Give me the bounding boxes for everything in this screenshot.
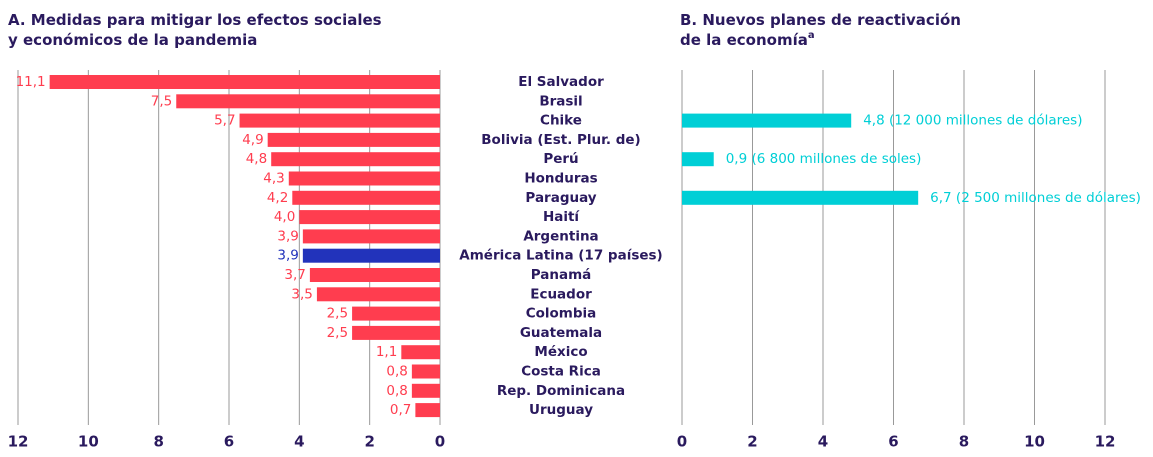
bar xyxy=(352,325,440,340)
bar xyxy=(302,248,440,263)
bar xyxy=(682,190,919,205)
bar xyxy=(415,403,440,418)
value-label: 0,9 (6 800 millones de soles) xyxy=(726,151,922,167)
bar xyxy=(352,306,440,321)
value-label: 1,1 xyxy=(376,344,397,360)
bar xyxy=(292,190,440,205)
bar xyxy=(239,113,440,128)
bar xyxy=(309,268,440,282)
category-label: Paraguay xyxy=(525,190,596,206)
bar xyxy=(176,94,440,109)
x-tick-label: 8 xyxy=(153,433,163,451)
category-label: América Latina (17 países) xyxy=(459,248,662,264)
bar xyxy=(682,113,852,128)
value-label: 3,9 xyxy=(277,228,298,244)
chart-title-line: A. Medidas para mitigar los efectos soci… xyxy=(8,11,382,29)
category-label: Argentina xyxy=(523,228,598,244)
chart-title-line: B. Nuevos planes de reactivación xyxy=(680,11,961,29)
value-label: 4,3 xyxy=(263,171,284,187)
bar xyxy=(411,383,440,398)
bar xyxy=(411,364,440,379)
bar xyxy=(267,132,440,147)
bar xyxy=(271,152,440,167)
category-label: Costa Rica xyxy=(521,364,601,380)
value-label: 4,8 (12 000 millones de dólares) xyxy=(863,113,1082,129)
value-label: 0,8 xyxy=(386,383,407,399)
value-label: 3,7 xyxy=(284,267,305,283)
x-tick-label: 0 xyxy=(677,433,687,451)
value-label: 4,9 xyxy=(242,132,263,148)
category-label: México xyxy=(534,344,587,360)
category-label: Haití xyxy=(543,209,580,225)
x-tick-label: 2 xyxy=(747,433,757,451)
bar xyxy=(401,345,440,360)
title-note: a xyxy=(808,30,815,41)
bar xyxy=(302,229,440,244)
x-tick-label: 0 xyxy=(435,433,445,451)
category-label: Bolivia (Est. Plur. de) xyxy=(481,132,640,148)
chart-title: B. Nuevos planes de reactivación xyxy=(680,11,961,29)
bar xyxy=(288,171,440,186)
value-label: 0,7 xyxy=(390,402,411,418)
category-label: Chike xyxy=(540,113,582,129)
category-label: Panamá xyxy=(531,267,592,283)
x-tick-label: 4 xyxy=(294,433,304,451)
chart-title: de la economíaa xyxy=(680,30,815,49)
bar xyxy=(316,287,440,302)
bar xyxy=(49,75,441,89)
category-label: Honduras xyxy=(524,171,597,187)
x-tick-label: 4 xyxy=(818,433,828,451)
value-label: 6,7 (2 500 millones de dólares) xyxy=(930,190,1141,206)
chart-title: A. Medidas para mitigar los efectos soci… xyxy=(8,11,382,29)
value-label: 7,5 xyxy=(151,93,172,109)
value-label: 11,1 xyxy=(16,74,46,90)
x-tick-label: 6 xyxy=(888,433,898,451)
x-tick-label: 12 xyxy=(1095,433,1116,451)
x-tick-label: 6 xyxy=(224,433,234,451)
x-tick-label: 2 xyxy=(364,433,374,451)
value-label: 4,2 xyxy=(267,190,288,206)
value-label: 4,8 xyxy=(246,151,267,167)
x-tick-label: 10 xyxy=(1024,433,1045,451)
category-label: Brasil xyxy=(539,93,582,109)
bar xyxy=(299,210,440,225)
x-tick-label: 10 xyxy=(78,433,99,451)
x-tick-label: 12 xyxy=(8,433,29,451)
value-label: 5,7 xyxy=(214,113,235,129)
value-label: 0,8 xyxy=(386,364,407,380)
category-label: Ecuador xyxy=(530,286,592,302)
category-label: Colombia xyxy=(526,306,597,322)
value-label: 3,9 xyxy=(277,248,298,264)
category-label: Uruguay xyxy=(529,402,593,418)
chart-title: y económicos de la pandemia xyxy=(8,31,257,49)
bar xyxy=(682,152,714,167)
category-label: Perú xyxy=(543,151,578,167)
category-label: El Salvador xyxy=(518,74,604,90)
x-tick-label: 8 xyxy=(959,433,969,451)
chart-title-line: y económicos de la pandemia xyxy=(8,31,257,49)
value-label: 4,0 xyxy=(274,209,295,225)
chart-title-line: de la economía xyxy=(680,31,808,49)
value-label: 3,5 xyxy=(291,286,312,302)
category-label: Rep. Dominicana xyxy=(497,383,625,399)
category-label: Guatemala xyxy=(520,325,602,341)
value-label: 2,5 xyxy=(327,325,348,341)
value-label: 2,5 xyxy=(327,306,348,322)
